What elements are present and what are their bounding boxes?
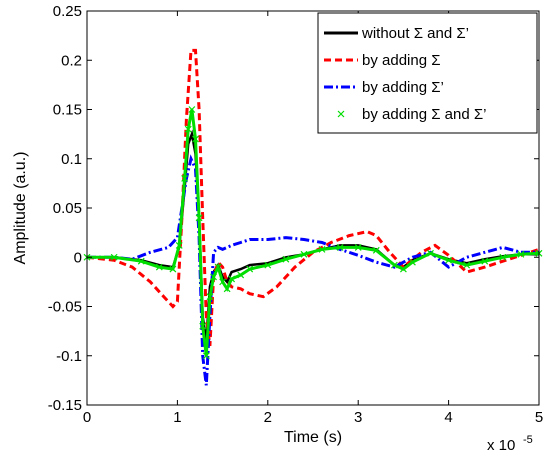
x-tick-label: 2 [264, 409, 272, 426]
legend-marker [337, 110, 345, 118]
data-point [409, 258, 416, 266]
legend-item: by adding Σ’ [324, 79, 444, 96]
data-point [195, 214, 203, 222]
data-point [192, 135, 199, 143]
data-point [110, 253, 118, 261]
legend-item: by adding Σ [324, 52, 441, 69]
data-point [463, 261, 471, 269]
legend: without Σ and Σ’ by adding Σ by adding Σ’ b… [317, 12, 538, 134]
x-multiplier-exponent: -5 [523, 434, 533, 446]
data-point [481, 257, 489, 265]
y-tick-label: -0.05 [48, 299, 82, 316]
legend-label: without Σ and Σ’ [361, 25, 469, 42]
legend-label: by adding Σ’ [362, 79, 444, 96]
legend-label: by adding Σ and Σ’ [362, 106, 486, 123]
data-point [517, 250, 525, 258]
data-point [175, 242, 183, 249]
y-tick-label: 0.25 [53, 3, 82, 20]
y-axis-label: Amplitude (a.u.) [12, 152, 29, 265]
data-point [318, 245, 326, 253]
data-point [199, 322, 207, 330]
data-point [427, 249, 434, 257]
y-tick-label: 0 [74, 249, 82, 266]
data-point [282, 255, 290, 263]
x-tick-label: 1 [173, 409, 181, 426]
data-point [137, 257, 145, 265]
data-point [246, 265, 254, 273]
data-point [206, 293, 214, 301]
data-point [228, 275, 236, 283]
data-point [390, 261, 398, 269]
y-tick-label: 0.05 [53, 200, 82, 217]
data-point [399, 265, 407, 273]
series-line [86, 48, 540, 347]
data-point [202, 352, 210, 360]
series-3 [83, 106, 543, 360]
series-layer [83, 48, 543, 386]
data-point [210, 273, 217, 281]
data-point [169, 265, 177, 273]
data-point [237, 271, 245, 279]
y-tick-label: 0.1 [61, 151, 82, 168]
x-tick-label: 3 [354, 409, 362, 426]
x-tick-label: 5 [535, 409, 543, 426]
series-1 [86, 48, 540, 347]
y-tick-label: -0.15 [48, 397, 82, 414]
data-point [336, 243, 344, 251]
data-point [499, 253, 507, 261]
data-point [181, 175, 189, 182]
legend-item: by adding Σ and Σ’ [337, 106, 486, 123]
data-point [223, 285, 231, 293]
data-point [214, 263, 222, 271]
legend-items: without Σ and Σ’ by adding Σ by adding Σ’ b… [324, 25, 486, 123]
data-point [445, 256, 453, 264]
y-tick-label: 0.2 [61, 52, 82, 69]
plot-frame [86, 10, 540, 406]
series-line [87, 109, 540, 356]
y-tick-label: -0.1 [56, 348, 82, 365]
data-point [300, 250, 308, 258]
data-point [372, 246, 380, 254]
x-tick-label: 4 [444, 409, 452, 426]
y-tick-label: 0.15 [53, 102, 82, 119]
x-tick-label: 0 [83, 409, 91, 426]
axis-ticks: 0 1 2 3 4 5 -0.15 -0.1 -0.05 0 0.05 0.1 0.15 0.2 0.25 [48, 3, 543, 426]
data-point [155, 263, 163, 271]
data-point [264, 261, 272, 269]
data-point [219, 278, 227, 286]
x-multiplier: x 10 [487, 437, 515, 454]
legend-label: by adding Σ [362, 52, 441, 69]
data-point [354, 243, 362, 251]
data-point [188, 106, 196, 113]
x-axis-label: Time (s) [284, 429, 342, 446]
data-point [184, 125, 192, 133]
legend-item: without Σ and Σ’ [324, 25, 469, 42]
